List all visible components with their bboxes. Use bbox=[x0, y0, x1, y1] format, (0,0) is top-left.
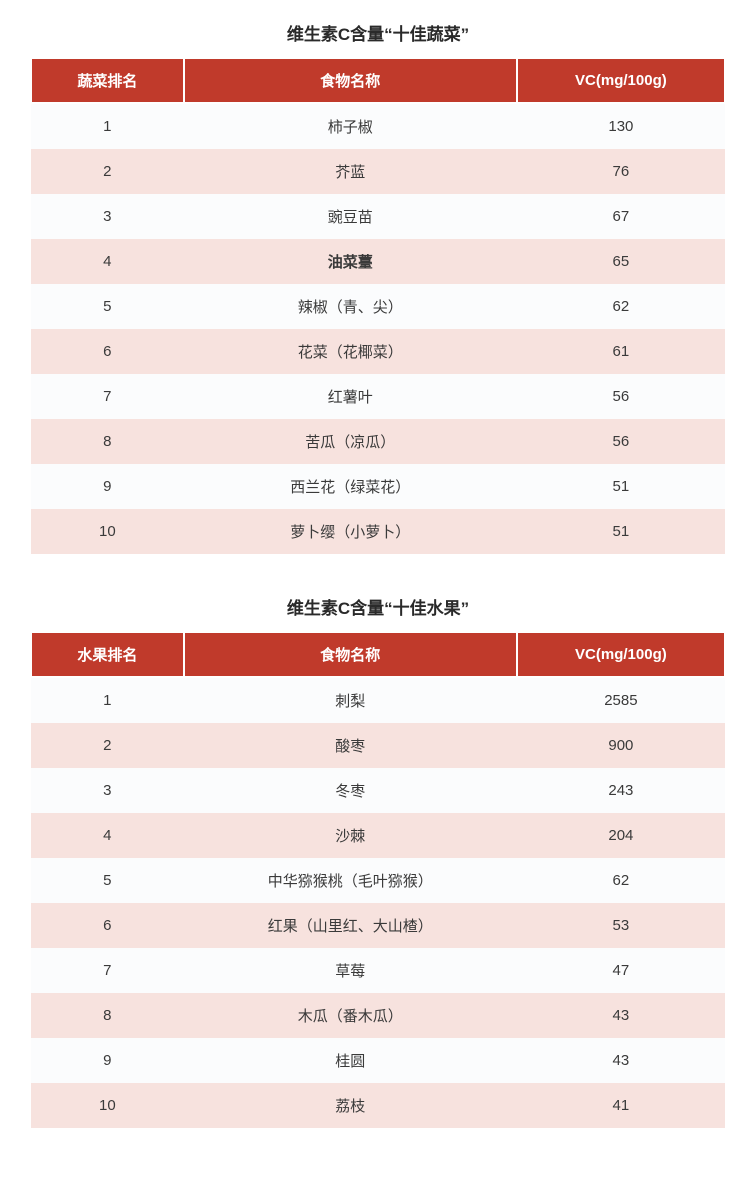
value-cell: 62 bbox=[517, 858, 725, 903]
table-section: 维生素C含量“十佳蔬菜”蔬菜排名食物名称VC(mg/100g)1柿子椒1302芥… bbox=[30, 20, 726, 554]
value-cell: 61 bbox=[517, 329, 725, 374]
data-table: 水果排名食物名称VC(mg/100g)1刺梨25852酸枣9003冬枣2434沙… bbox=[30, 631, 726, 1128]
rank-cell: 3 bbox=[31, 194, 184, 239]
table-row: 2芥蓝76 bbox=[31, 149, 725, 194]
table-row: 4沙棘204 bbox=[31, 813, 725, 858]
rank-cell: 6 bbox=[31, 903, 184, 948]
table-row: 3豌豆苗67 bbox=[31, 194, 725, 239]
rank-cell: 8 bbox=[31, 419, 184, 464]
column-header: 食物名称 bbox=[184, 58, 517, 103]
value-cell: 51 bbox=[517, 509, 725, 554]
value-cell: 47 bbox=[517, 948, 725, 993]
name-cell: 桂圆 bbox=[184, 1038, 517, 1083]
value-cell: 67 bbox=[517, 194, 725, 239]
column-header: 蔬菜排名 bbox=[31, 58, 184, 103]
value-cell: 53 bbox=[517, 903, 725, 948]
name-cell: 酸枣 bbox=[184, 723, 517, 768]
column-header: VC(mg/100g) bbox=[517, 632, 725, 677]
value-cell: 130 bbox=[517, 103, 725, 149]
rank-cell: 9 bbox=[31, 464, 184, 509]
table-row: 8木瓜（番木瓜）43 bbox=[31, 993, 725, 1038]
value-cell: 62 bbox=[517, 284, 725, 329]
value-cell: 43 bbox=[517, 1038, 725, 1083]
name-cell: 芥蓝 bbox=[184, 149, 517, 194]
value-cell: 51 bbox=[517, 464, 725, 509]
rank-cell: 5 bbox=[31, 284, 184, 329]
value-cell: 56 bbox=[517, 374, 725, 419]
name-cell: 辣椒（青、尖） bbox=[184, 284, 517, 329]
rank-cell: 9 bbox=[31, 1038, 184, 1083]
rank-cell: 7 bbox=[31, 374, 184, 419]
table-row: 7红薯叶56 bbox=[31, 374, 725, 419]
rank-cell: 2 bbox=[31, 149, 184, 194]
column-header: VC(mg/100g) bbox=[517, 58, 725, 103]
name-cell: 柿子椒 bbox=[184, 103, 517, 149]
table-row: 10萝卜缨（小萝卜）51 bbox=[31, 509, 725, 554]
name-cell: 苦瓜（凉瓜） bbox=[184, 419, 517, 464]
name-cell: 红果（山里红、大山楂） bbox=[184, 903, 517, 948]
table-row: 1柿子椒130 bbox=[31, 103, 725, 149]
table-row: 1刺梨2585 bbox=[31, 677, 725, 723]
value-cell: 43 bbox=[517, 993, 725, 1038]
rank-cell: 5 bbox=[31, 858, 184, 903]
table-row: 9桂圆43 bbox=[31, 1038, 725, 1083]
table-row: 2酸枣900 bbox=[31, 723, 725, 768]
rank-cell: 7 bbox=[31, 948, 184, 993]
table-row: 7草莓47 bbox=[31, 948, 725, 993]
rank-cell: 8 bbox=[31, 993, 184, 1038]
page-root: 维生素C含量“十佳蔬菜”蔬菜排名食物名称VC(mg/100g)1柿子椒1302芥… bbox=[30, 20, 726, 1128]
rank-cell: 1 bbox=[31, 677, 184, 723]
value-cell: 243 bbox=[517, 768, 725, 813]
table-row: 8苦瓜（凉瓜）56 bbox=[31, 419, 725, 464]
name-cell: 豌豆苗 bbox=[184, 194, 517, 239]
table-row: 5辣椒（青、尖）62 bbox=[31, 284, 725, 329]
rank-cell: 2 bbox=[31, 723, 184, 768]
value-cell: 900 bbox=[517, 723, 725, 768]
table-title: 维生素C含量“十佳蔬菜” bbox=[30, 20, 726, 45]
table-row: 6红果（山里红、大山楂）53 bbox=[31, 903, 725, 948]
rank-cell: 1 bbox=[31, 103, 184, 149]
table-row: 5中华猕猴桃（毛叶猕猴）62 bbox=[31, 858, 725, 903]
table-row: 4油菜薹65 bbox=[31, 239, 725, 284]
value-cell: 65 bbox=[517, 239, 725, 284]
name-cell: 红薯叶 bbox=[184, 374, 517, 419]
name-cell: 刺梨 bbox=[184, 677, 517, 723]
name-cell: 萝卜缨（小萝卜） bbox=[184, 509, 517, 554]
table-row: 6花菜（花椰菜）61 bbox=[31, 329, 725, 374]
value-cell: 204 bbox=[517, 813, 725, 858]
rank-cell: 4 bbox=[31, 239, 184, 284]
rank-cell: 4 bbox=[31, 813, 184, 858]
data-table: 蔬菜排名食物名称VC(mg/100g)1柿子椒1302芥蓝763豌豆苗674油菜… bbox=[30, 57, 726, 554]
name-cell: 草莓 bbox=[184, 948, 517, 993]
column-header: 食物名称 bbox=[184, 632, 517, 677]
rank-cell: 10 bbox=[31, 509, 184, 554]
name-cell: 冬枣 bbox=[184, 768, 517, 813]
column-header: 水果排名 bbox=[31, 632, 184, 677]
value-cell: 56 bbox=[517, 419, 725, 464]
table-section: 维生素C含量“十佳水果”水果排名食物名称VC(mg/100g)1刺梨25852酸… bbox=[30, 594, 726, 1128]
name-cell: 木瓜（番木瓜） bbox=[184, 993, 517, 1038]
name-cell: 西兰花（绿菜花） bbox=[184, 464, 517, 509]
table-title: 维生素C含量“十佳水果” bbox=[30, 594, 726, 619]
rank-cell: 6 bbox=[31, 329, 184, 374]
name-cell: 沙棘 bbox=[184, 813, 517, 858]
name-cell: 花菜（花椰菜） bbox=[184, 329, 517, 374]
value-cell: 2585 bbox=[517, 677, 725, 723]
rank-cell: 3 bbox=[31, 768, 184, 813]
table-row: 9西兰花（绿菜花）51 bbox=[31, 464, 725, 509]
name-cell: 油菜薹 bbox=[184, 239, 517, 284]
name-cell: 中华猕猴桃（毛叶猕猴） bbox=[184, 858, 517, 903]
table-row: 3冬枣243 bbox=[31, 768, 725, 813]
value-cell: 76 bbox=[517, 149, 725, 194]
